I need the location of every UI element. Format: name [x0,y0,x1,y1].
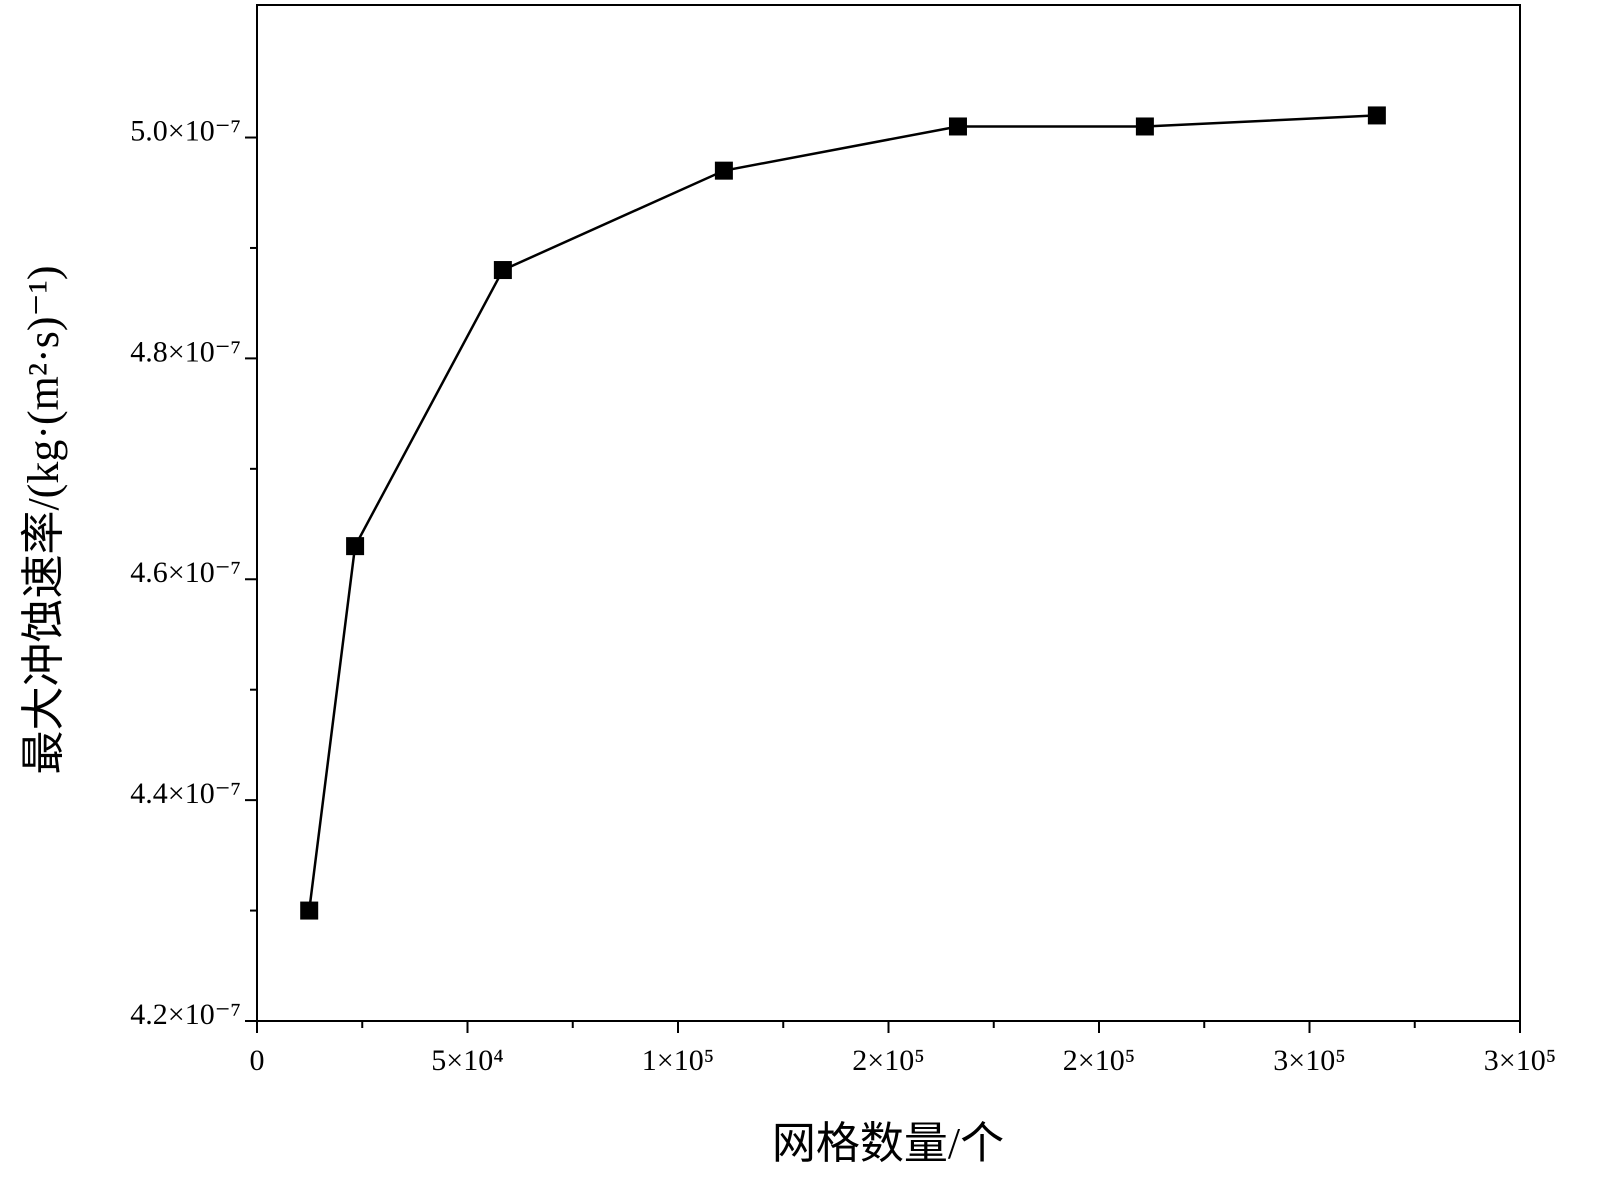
line [307,114,1377,911]
marker [948,117,967,136]
marker [1135,117,1154,136]
x-tick-label: 5×10⁴ [431,1044,503,1077]
x-tick-label: 3×10⁵ [1484,1044,1556,1077]
y-tick-label: 4.6×10⁻⁷ [130,556,241,589]
y-tick-label: 4.4×10⁻⁷ [130,777,241,810]
y-tick-label: 4.2×10⁻⁷ [130,998,241,1031]
marker [1367,106,1386,125]
y-axis-title: 最大冲蚀速率/(kg·(m²·s)⁻¹) [19,265,68,774]
x-tick-label: 2×10⁵ [852,1044,924,1077]
x-axis-title: 网格数量/个 [772,1119,1004,1168]
plot-frame [256,4,1521,1022]
marker [493,261,512,280]
y-tick-label: 5.0×10⁻⁷ [130,114,241,147]
x-tick-label: 3×10⁵ [1273,1044,1345,1077]
marker [714,161,733,180]
marker [300,901,319,920]
x-tick-label: 0 [250,1044,265,1077]
x-tick-label: 2×10⁵ [1063,1044,1135,1077]
marker [346,537,365,556]
x-tick-label: 1×10⁵ [642,1044,714,1077]
y-tick-label: 4.8×10⁻⁷ [130,335,241,368]
